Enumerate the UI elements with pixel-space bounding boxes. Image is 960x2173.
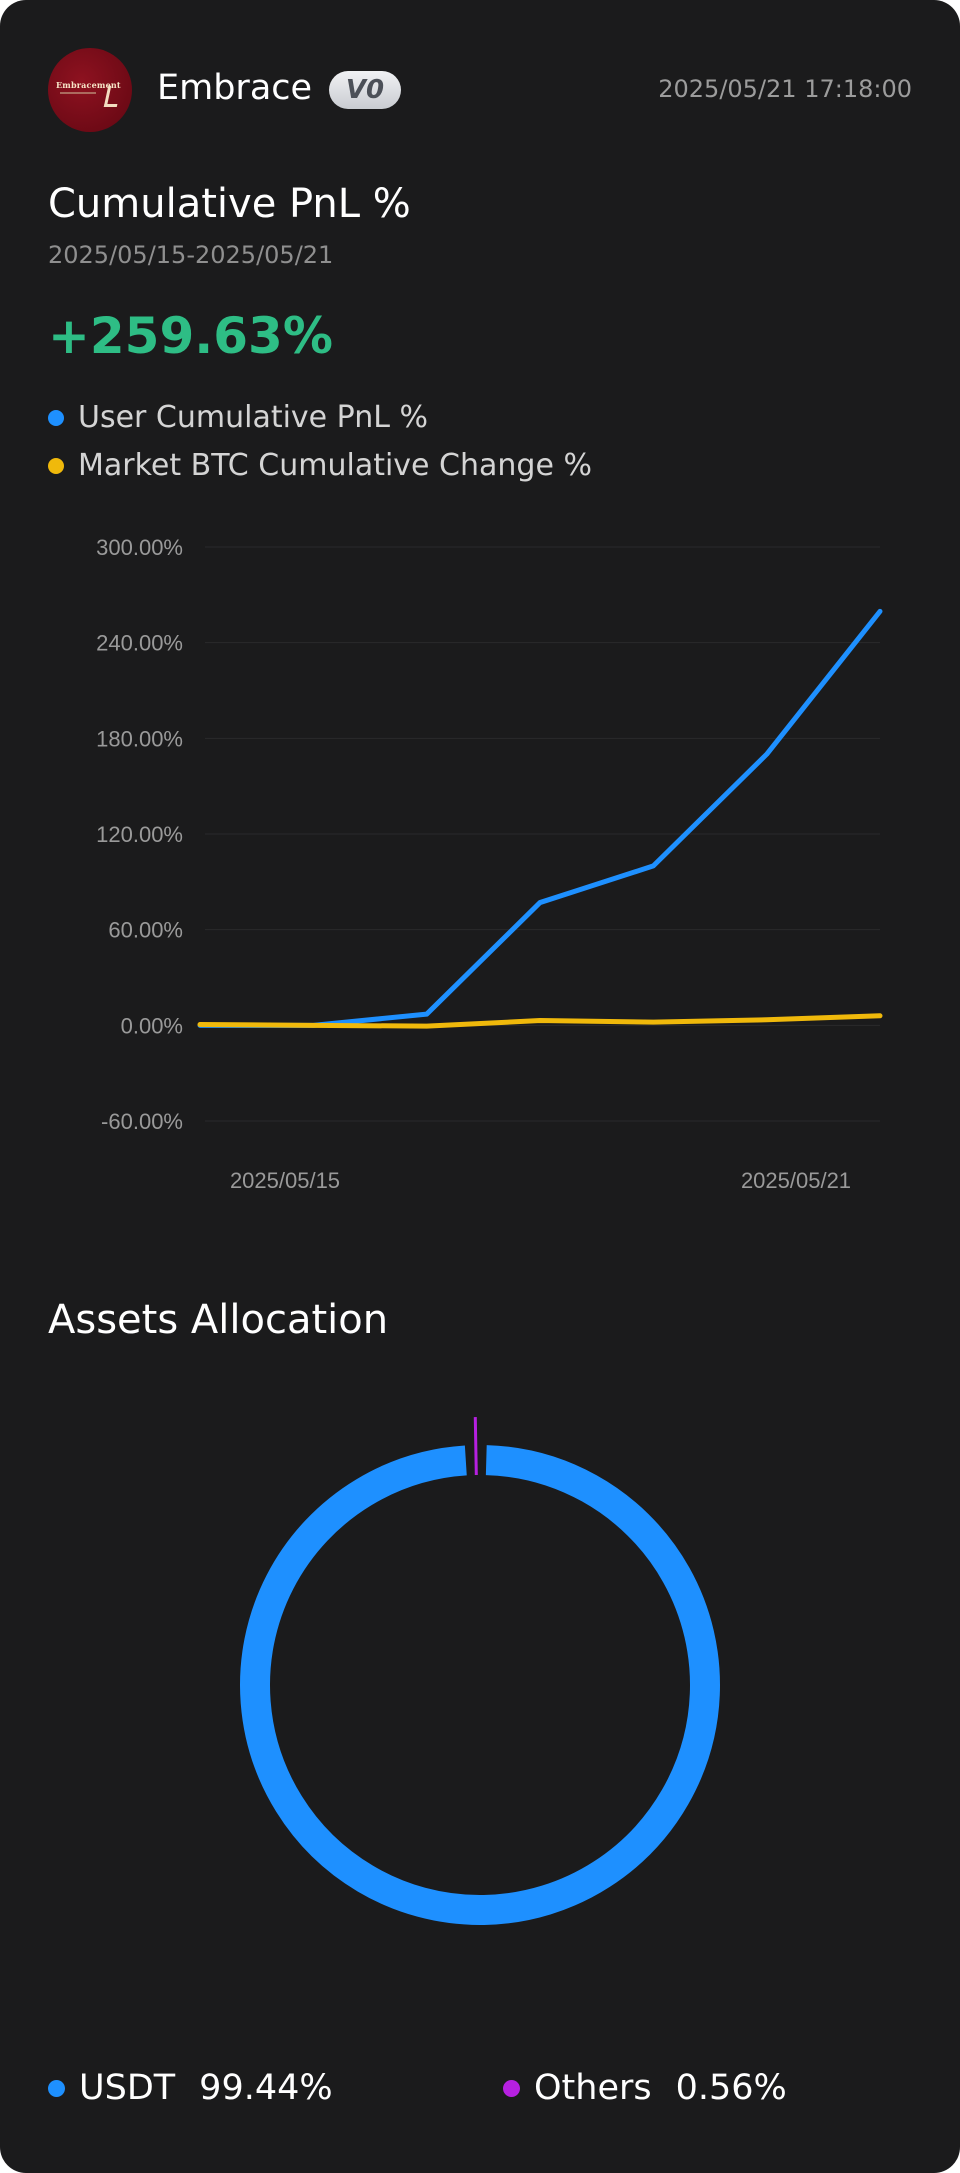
avatar[interactable]: Embracement xyxy=(48,48,132,132)
y-tick-label: 60.00% xyxy=(108,918,183,943)
x-axis-ticks: 2025/05/15 2025/05/21 xyxy=(230,1168,851,1193)
allocation-name: Others xyxy=(534,2068,652,2108)
y-tick-label: 300.00% xyxy=(96,535,183,560)
username: Embrace xyxy=(157,68,313,108)
pnl-date-range: 2025/05/15-2025/05/21 xyxy=(48,241,334,269)
legend-item-btc-change: Market BTC Cumulative Change % xyxy=(48,447,592,485)
allocation-percent: 99.44% xyxy=(199,2068,333,2108)
legend-item-user-pnl: User Cumulative PnL % xyxy=(48,399,428,437)
legend-label: Market BTC Cumulative Change % xyxy=(78,448,592,483)
allocation-item-usdt: USDT 99.44% xyxy=(48,2066,333,2110)
user-pnl-line xyxy=(197,608,883,1028)
assets-donut-chart[interactable] xyxy=(0,1400,960,1960)
chart-grid xyxy=(205,546,880,1122)
avatar-logo-rule xyxy=(60,92,96,94)
level-badge: V0 xyxy=(329,71,401,109)
pnl-value: +259.63% xyxy=(48,307,333,365)
allocation-percent: 0.56% xyxy=(675,2068,787,2108)
donut-segment-usdt[interactable] xyxy=(240,1445,720,1925)
y-tick-label: 0.00% xyxy=(121,1013,183,1038)
pnl-title: Cumulative PnL % xyxy=(48,181,411,227)
avatar-logo-icon xyxy=(103,86,122,107)
legend-dot-icon xyxy=(48,410,64,426)
allocation-dot-icon xyxy=(503,2079,520,2097)
legend-dot-icon xyxy=(48,458,64,474)
allocation-item-others: Others 0.56% xyxy=(503,2066,787,2110)
y-tick-label: 120.00% xyxy=(96,822,183,847)
timestamp: 2025/05/21 17:18:00 xyxy=(658,75,912,103)
y-tick-label: 240.00% xyxy=(96,631,183,656)
allocation-name: USDT xyxy=(79,2068,176,2108)
donut-segments xyxy=(240,1417,720,1925)
avatar-logo-text: Embracement xyxy=(56,80,121,90)
y-axis-ticks: 300.00% 240.00% 180.00% 120.00% 60.00% 0.00% -… xyxy=(96,535,183,1134)
donut-segment-others[interactable] xyxy=(473,1417,478,1476)
y-tick-label: 180.00% xyxy=(96,726,183,751)
y-tick-label: -60.00% xyxy=(101,1109,183,1134)
chart-series xyxy=(197,608,883,1029)
legend-label: User Cumulative PnL % xyxy=(78,400,429,435)
btc-change-line xyxy=(197,1013,883,1029)
x-tick-label: 2025/05/21 xyxy=(741,1168,851,1193)
pnl-line-chart[interactable]: 300.00% 240.00% 180.00% 120.00% 60.00% 0.00% -… xyxy=(0,520,960,1220)
x-tick-label: 2025/05/15 xyxy=(230,1168,340,1193)
allocation-dot-icon xyxy=(48,2079,65,2097)
assets-title: Assets Allocation xyxy=(48,1297,389,1343)
